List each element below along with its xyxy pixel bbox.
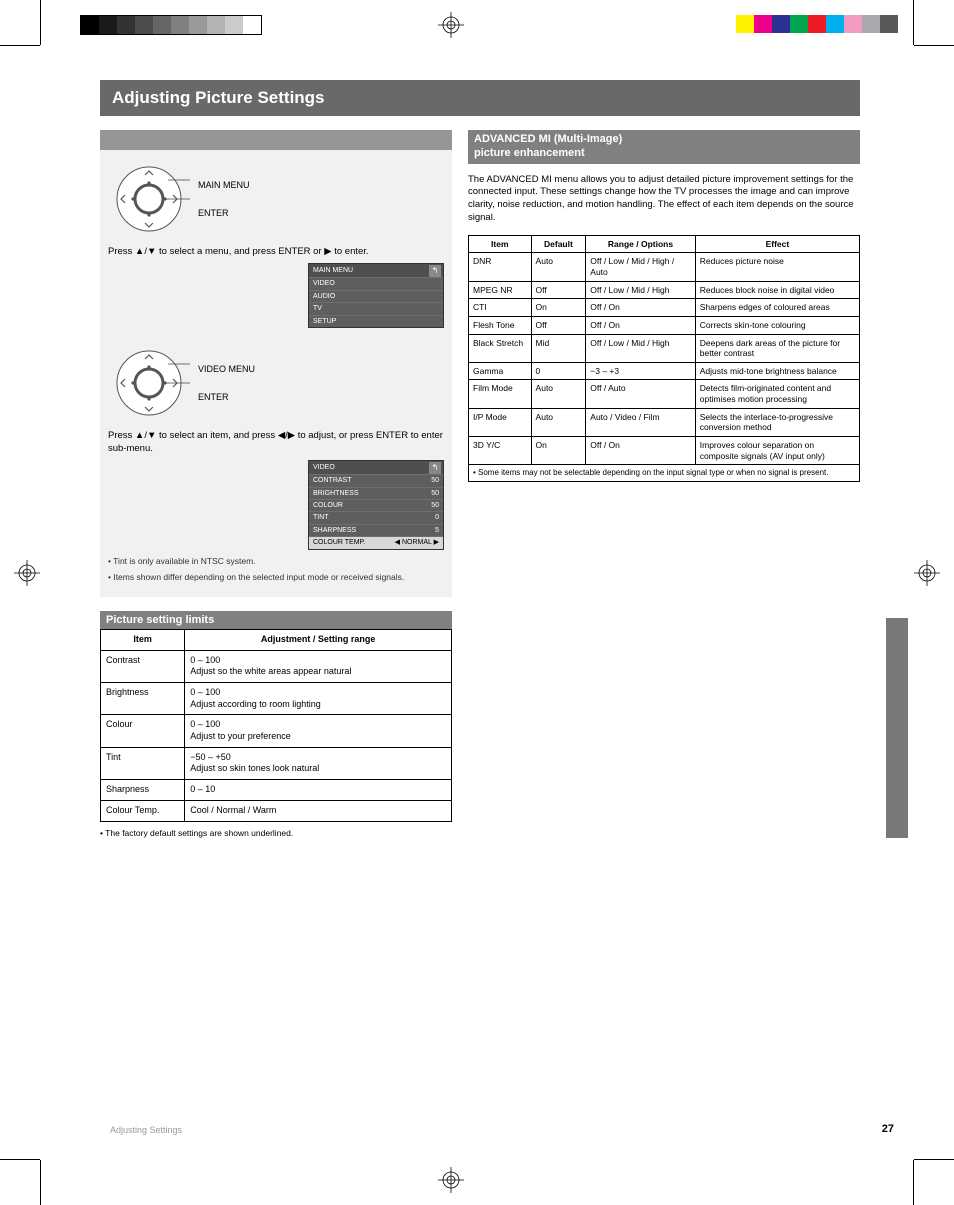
navigation-dial-icon	[108, 158, 190, 240]
return-icon: ↰	[429, 462, 441, 474]
crop-mark	[913, 1160, 914, 1205]
registration-target-icon	[438, 1167, 464, 1193]
page-content: Adjusting Picture Settings	[100, 80, 860, 838]
table-row: 3D Y/COnOff / OnImproves colour separati…	[469, 436, 860, 464]
left-column: MAIN MENU ENTER Press ▲/▼ to select a me…	[100, 130, 452, 838]
osd-row: CONTRAST50	[309, 474, 443, 486]
table-note: • The factory default settings are shown…	[100, 828, 452, 839]
registration-target-icon	[438, 12, 464, 38]
footer-label: Adjusting Settings	[110, 1125, 182, 1135]
osd-row: COLOUR50	[309, 499, 443, 511]
note: • Items shown differ depending on the se…	[108, 572, 444, 583]
table-row: Brightness0 – 100 Adjust according to ro…	[101, 683, 452, 715]
page-title: Adjusting Picture Settings	[100, 80, 860, 116]
dial-button-label: ENTER	[198, 391, 255, 403]
step-text: Press ▲/▼ to select an item, and press ◀…	[108, 430, 444, 456]
section-header: ADVANCED MI (Multi-Image)picture enhance…	[468, 130, 860, 164]
table-header: Item	[469, 235, 532, 253]
dial-label: MAIN MENU	[198, 179, 250, 191]
osd-row: TV	[309, 302, 443, 314]
table-row: Sharpness0 – 10	[101, 780, 452, 801]
page-number: 27	[882, 1123, 894, 1135]
dial-button-label: ENTER	[198, 207, 250, 219]
section-header	[100, 130, 452, 150]
step-text: Press ▲/▼ to select a menu, and press EN…	[108, 246, 444, 259]
table-row: Colour0 – 100 Adjust to your preference	[101, 715, 452, 747]
effects-table: Item Default Range / Options Effect DNRA…	[468, 235, 860, 482]
table-row: Black StretchMidOff / Low / Mid / HighDe…	[469, 334, 860, 362]
color-calibration-bar	[736, 15, 898, 33]
table-row: CTIOnOff / OnSharpens edges of coloured …	[469, 299, 860, 317]
table-row: Film ModeAutoOff / AutoDetects film-orig…	[469, 380, 860, 408]
osd-preview: VIDEO ↰ CONTRAST50BRIGHTNESS50COLOUR50TIN…	[308, 460, 444, 550]
table-header: Adjustment / Setting range	[185, 629, 452, 650]
registration-target-icon	[14, 560, 40, 586]
limits-table: Item Adjustment / Setting range Contrast…	[100, 629, 452, 822]
osd-row: SHARPNESS5	[309, 524, 443, 536]
crop-mark	[0, 1159, 40, 1160]
osd-row: COLOUR TEMP.◀ NORMAL ▶	[309, 536, 443, 548]
section-header: Picture setting limits	[100, 611, 452, 629]
dial-label: VIDEO MENU	[198, 363, 255, 375]
section-paragraph: The ADVANCED MI menu allows you to adjus…	[468, 174, 860, 225]
osd-row: SETUP	[309, 315, 443, 327]
table-row: MPEG NROffOff / Low / Mid / HighReduces …	[469, 281, 860, 299]
crop-mark	[914, 45, 954, 46]
table-row: Contrast0 – 100 Adjust so the white area…	[101, 650, 452, 682]
osd-title: VIDEO	[313, 464, 335, 471]
table-row: I/P ModeAutoAuto / Video / FilmSelects t…	[469, 408, 860, 436]
table-row: Tint−50 – +50 Adjust so skin tones look …	[101, 747, 452, 779]
table-note: • Some items may not be selectable depen…	[469, 465, 860, 482]
step-2: VIDEO MENU ENTER	[108, 342, 444, 424]
table-header: Effect	[695, 235, 859, 253]
registration-target-icon	[914, 560, 940, 586]
crop-mark	[913, 0, 914, 45]
section-tab	[886, 618, 908, 838]
table-row: Gamma0−3 – +3Adjusts mid-tone brightness…	[469, 362, 860, 380]
table-header: Default	[531, 235, 586, 253]
crop-mark	[40, 1160, 41, 1205]
osd-preview: MAIN MENU ↰ VIDEOAUDIOTVSETUP	[308, 263, 444, 328]
osd-row: VIDEO	[309, 277, 443, 289]
table-header: Range / Options	[586, 235, 695, 253]
osd-title: MAIN MENU	[313, 267, 353, 274]
table-header: Item	[101, 629, 185, 650]
return-icon: ↰	[429, 265, 441, 277]
osd-row: AUDIO	[309, 290, 443, 302]
table-row: Colour Temp.Cool / Normal / Warm	[101, 800, 452, 821]
note: • Tint is only available in NTSC system.	[108, 556, 444, 567]
grayscale-calibration-bar	[80, 15, 262, 35]
step-1: MAIN MENU ENTER	[108, 158, 444, 240]
right-column: ADVANCED MI (Multi-Image)picture enhance…	[468, 130, 860, 838]
navigation-dial-icon	[108, 342, 190, 424]
crop-mark	[0, 45, 40, 46]
crop-mark	[40, 0, 41, 45]
table-row: DNRAutoOff / Low / Mid / High / AutoRedu…	[469, 253, 860, 281]
crop-mark	[914, 1159, 954, 1160]
table-row: Flesh ToneOffOff / OnCorrects skin-tone …	[469, 316, 860, 334]
osd-row: BRIGHTNESS50	[309, 487, 443, 499]
osd-row: TINT0	[309, 511, 443, 523]
